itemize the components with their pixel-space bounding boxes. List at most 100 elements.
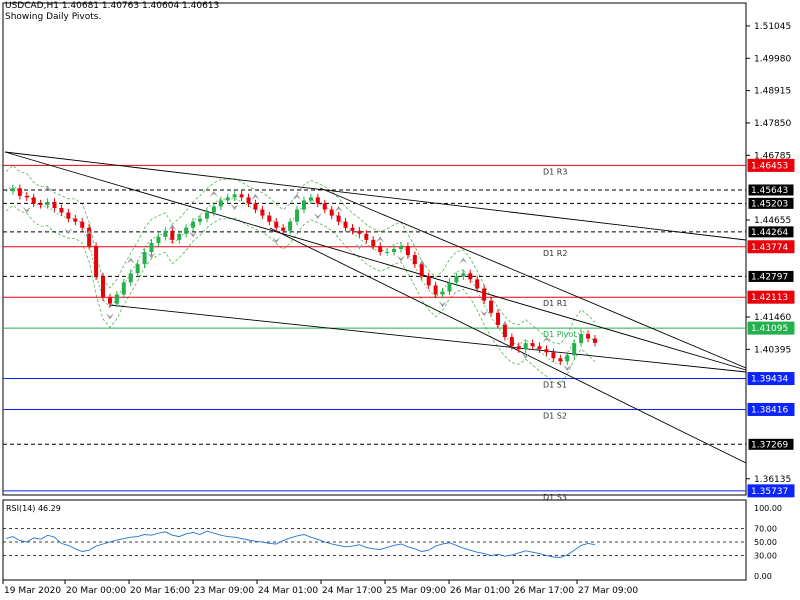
time-tick-label: 26 Mar 01:00 xyxy=(450,586,510,596)
candle-body xyxy=(489,300,494,313)
candle-body xyxy=(274,221,279,228)
candle-body xyxy=(135,264,140,274)
trendline xyxy=(4,151,747,371)
price-tick-label: 1.51045 xyxy=(754,22,791,32)
fractal-arrow xyxy=(85,230,94,237)
fractal-arrow xyxy=(168,224,177,231)
candle-body xyxy=(239,194,244,198)
pivot-price-tag xyxy=(747,225,795,239)
time-tick-label: 20 Mar 00:00 xyxy=(66,586,126,596)
candle-body xyxy=(246,197,251,204)
candle-body xyxy=(572,343,577,356)
pivot-price-tag-text: 1.42113 xyxy=(751,293,788,303)
pivot-price-tag xyxy=(747,290,795,304)
candle-body xyxy=(94,245,99,277)
chart-grid xyxy=(2,2,747,581)
fractal-arrow xyxy=(396,255,405,262)
pivot-price-tag-text: 1.39434 xyxy=(751,375,788,385)
trendline xyxy=(269,227,747,464)
candle-body xyxy=(315,197,320,204)
price-tick-label: 1.36135 xyxy=(754,475,791,485)
candle-body xyxy=(198,218,203,222)
time-tick-label: 24 Mar 01:00 xyxy=(258,586,318,596)
fractal-arrow xyxy=(272,237,281,244)
candle-body xyxy=(260,209,265,216)
candle-body xyxy=(378,245,383,253)
fractal-arrow xyxy=(355,243,364,250)
candle-body xyxy=(308,197,313,201)
candle-body xyxy=(357,230,362,234)
pivot-level-label: D1 R1 xyxy=(543,299,567,308)
price-tick-label: 1.49980 xyxy=(754,54,791,64)
fractal-arrow xyxy=(105,313,114,320)
candle-body xyxy=(558,358,563,362)
candle-body xyxy=(45,201,50,205)
fractal-arrow xyxy=(293,193,302,200)
candle-body xyxy=(565,355,570,362)
candle-body xyxy=(225,197,230,201)
candle-body xyxy=(426,276,431,286)
candle-body xyxy=(295,209,300,222)
time-tick-label: 23 Mar 09:00 xyxy=(194,586,254,596)
candle-body xyxy=(177,233,182,240)
price-tick-label: 1.40395 xyxy=(754,345,791,355)
trendline xyxy=(4,151,747,241)
candle-body xyxy=(551,352,556,359)
rsi-line xyxy=(5,530,596,559)
candle-body xyxy=(66,212,71,219)
candle-body xyxy=(218,200,223,207)
pivot-level-label: D1 Pivot xyxy=(543,330,576,339)
fractal-arrow xyxy=(542,336,551,343)
candle-body xyxy=(128,273,133,283)
candle-body xyxy=(52,201,57,208)
candle-body xyxy=(502,324,507,338)
candle-body xyxy=(468,273,473,280)
pivot-price-tag xyxy=(747,183,795,197)
time-axis: 19 Mar 2020 20 Mar 00:00 20 Mar 16:00 23 Ma… xyxy=(2,580,638,596)
candle-body xyxy=(10,188,15,192)
candle-body xyxy=(211,206,216,213)
fractal-arrow xyxy=(209,190,218,197)
time-tick-label: 26 Mar 17:00 xyxy=(514,586,574,596)
candle-body xyxy=(73,218,78,222)
candle-body xyxy=(156,236,161,243)
candle-body xyxy=(232,194,237,198)
time-tick-label: 19 Mar 2020 xyxy=(4,586,61,596)
candle-body xyxy=(371,239,376,246)
candle-body xyxy=(24,195,29,198)
fractal-arrow xyxy=(43,186,52,193)
fractal-arrow xyxy=(126,257,135,264)
candle-body xyxy=(191,221,196,228)
candle-body xyxy=(149,242,154,253)
candle-body xyxy=(537,346,542,350)
fractal-arrow xyxy=(230,204,239,210)
time-tick-label: 25 Mar 09:00 xyxy=(386,586,446,596)
pivot-price-tag-text: 1.41095 xyxy=(751,324,788,334)
pivot-price-tag-text: 1.46453 xyxy=(751,161,788,171)
candle-body xyxy=(322,203,327,210)
pivot-level-label: D1 R2 xyxy=(543,249,567,258)
candle-body xyxy=(530,343,535,347)
candle-body xyxy=(433,285,438,295)
band-middle-line xyxy=(5,184,596,365)
candle-body xyxy=(301,200,306,210)
candle-body xyxy=(440,291,445,295)
pivot-price-tag-text: 1.38416 xyxy=(751,405,788,415)
candle-body xyxy=(87,227,92,246)
candle-body xyxy=(350,227,355,231)
candle-body xyxy=(516,346,521,350)
pivot-price-tag xyxy=(747,158,795,172)
candle-body xyxy=(385,252,390,254)
candle-body xyxy=(281,227,286,231)
chart-pivot-caption: Showing Daily Pivots. xyxy=(5,12,102,22)
pivot-price-tag-text: 1.45643 xyxy=(751,186,788,196)
candle-body xyxy=(495,312,500,325)
candle-body xyxy=(17,188,22,196)
candle-body xyxy=(114,294,119,304)
pivot-price-tag xyxy=(747,321,795,335)
candle-body xyxy=(475,279,480,289)
price-tick-label: 1.44655 xyxy=(754,216,791,226)
rsi-panel-frame xyxy=(2,499,747,581)
pivot-price-tag-text: 1.35737 xyxy=(751,487,788,497)
